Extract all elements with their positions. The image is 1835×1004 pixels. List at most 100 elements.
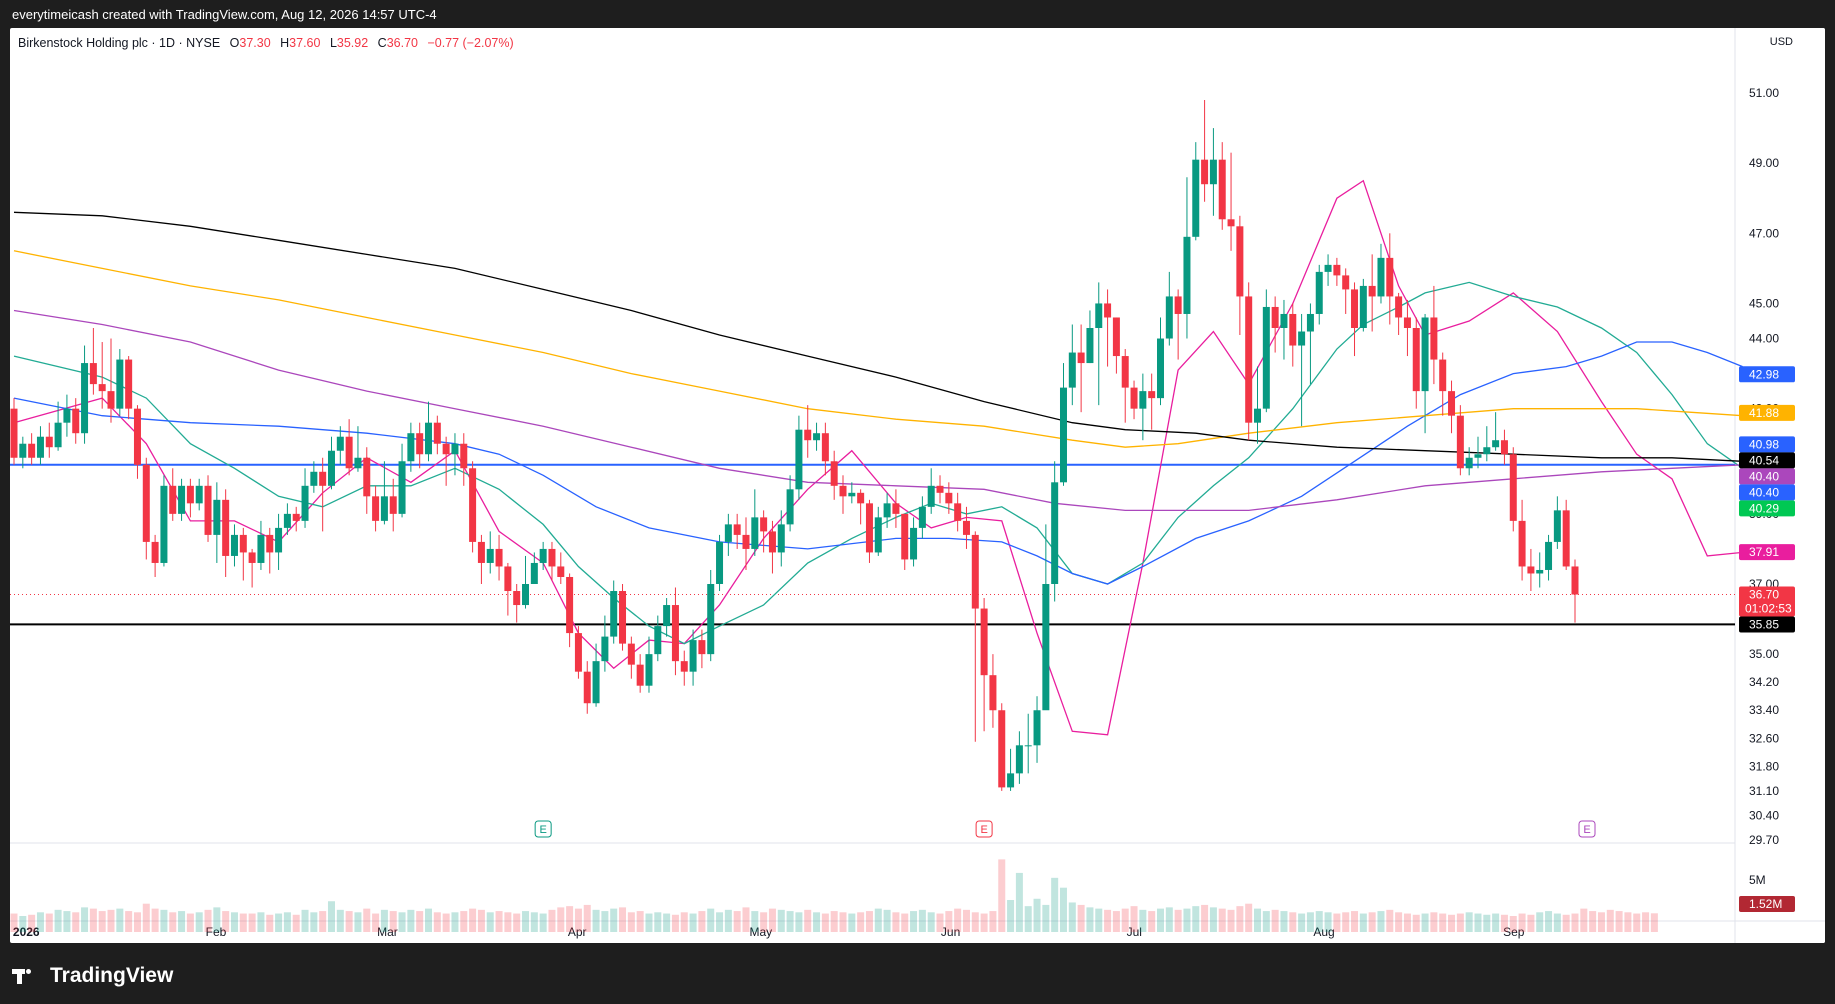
volume-bar [98,911,106,932]
candle-body [1315,271,1323,314]
candle [292,506,300,532]
candle [195,478,203,511]
candle-body [1421,317,1429,392]
volume-bar [945,911,953,932]
volume-bar [1395,912,1403,932]
candle-body [178,485,186,514]
volume-bar [1183,908,1191,932]
ma-line-ma200 [13,211,1743,462]
candle [1562,499,1570,570]
candle [283,503,291,535]
volume-bar [345,911,353,932]
volume-bar [610,908,618,932]
volume-bar [213,907,221,932]
volume-bar [81,907,89,932]
x-tick-label: May [749,925,772,939]
candle-body [1518,520,1526,567]
candle [1033,696,1041,763]
candle [1007,748,1015,791]
candle [398,443,406,518]
candle [1509,447,1517,532]
volume-bar [433,912,441,932]
volume-bar [1121,908,1129,932]
candle [266,527,274,574]
candle [239,527,247,581]
candle [72,398,80,444]
candle-body [1456,415,1464,469]
candle-body [936,485,944,493]
chart-canvas[interactable]: 51.0049.0047.0045.0044.0043.0042.0040.00… [10,28,1825,943]
candle-body [777,524,785,553]
volume-bar [1606,909,1614,932]
price-tag-label: 42.98 [1749,367,1779,381]
volume-bar [1536,912,1544,932]
candle-body [901,513,909,560]
candle-body [1448,391,1456,416]
candle [36,426,44,465]
candle [716,534,724,592]
candle-body [821,433,829,462]
volume-bar [1465,912,1473,932]
volume-bar [830,911,838,932]
earnings-marker-label: E [539,824,546,836]
volume-bar [1650,913,1658,932]
candle [1324,254,1332,286]
candle-body [813,433,821,441]
candle [927,468,935,514]
candle [1298,313,1306,427]
candle-body [1509,454,1517,521]
candle [222,489,230,577]
volume-bar [1421,913,1429,932]
candle-body [45,436,53,448]
candle [707,569,715,662]
volume-bar [927,912,935,932]
candle [1236,215,1244,336]
volume-bar [1271,909,1279,932]
candle [980,598,988,732]
volume-bar [918,909,926,932]
currency-label[interactable]: USD [1769,36,1793,48]
candle [469,461,477,553]
candle [1492,412,1500,451]
candle [1395,292,1403,336]
volume-bar [1553,913,1561,932]
earnings-marker [1578,820,1596,838]
volume-bar [795,912,803,932]
volume-bar [954,908,962,932]
candle [416,422,424,469]
y-tick-label: 33.40 [1749,703,1779,717]
candle [645,636,653,693]
candle [1403,299,1411,357]
volume-bar [848,913,856,932]
candle [1130,380,1138,420]
symbol-title[interactable]: Birkenstock Holding plc · 1D · NYSE [18,36,221,50]
candle [954,492,962,532]
volume-bar [865,911,873,932]
candle-body [460,443,468,469]
volume-bar [786,911,794,932]
candle [1483,426,1491,462]
open-label: O [229,36,240,50]
volume-bar [1227,909,1235,932]
candle-body [1545,541,1553,570]
candle [857,489,865,525]
candle [107,338,115,423]
volume-bar [901,913,909,932]
volume-bar [1218,908,1226,932]
volume-bar [1368,912,1376,932]
candle-body [283,513,291,528]
candle [1553,496,1561,549]
candle [1192,142,1200,241]
candle [389,478,397,532]
chart-frame[interactable]: 51.0049.0047.0045.0044.0043.0042.0040.00… [10,28,1825,943]
candle [486,531,494,574]
candle [1536,552,1544,588]
candle [583,661,591,714]
candle [1456,405,1464,476]
candle [574,626,582,679]
volume-axis-label: 5M [1749,873,1766,887]
volume-bar [513,913,521,932]
x-tick-label: Jul [1127,925,1142,939]
volume-bar [169,912,177,932]
candle [81,345,89,444]
